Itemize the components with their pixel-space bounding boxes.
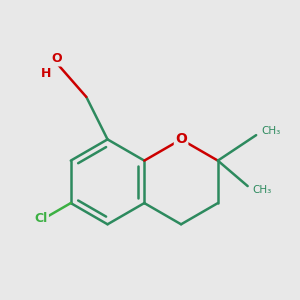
Text: CH₃: CH₃	[253, 185, 272, 195]
Text: CH₃: CH₃	[261, 126, 280, 136]
Text: O: O	[175, 132, 187, 146]
Text: O: O	[51, 52, 62, 65]
Text: Cl: Cl	[34, 212, 48, 226]
Text: H: H	[41, 67, 51, 80]
